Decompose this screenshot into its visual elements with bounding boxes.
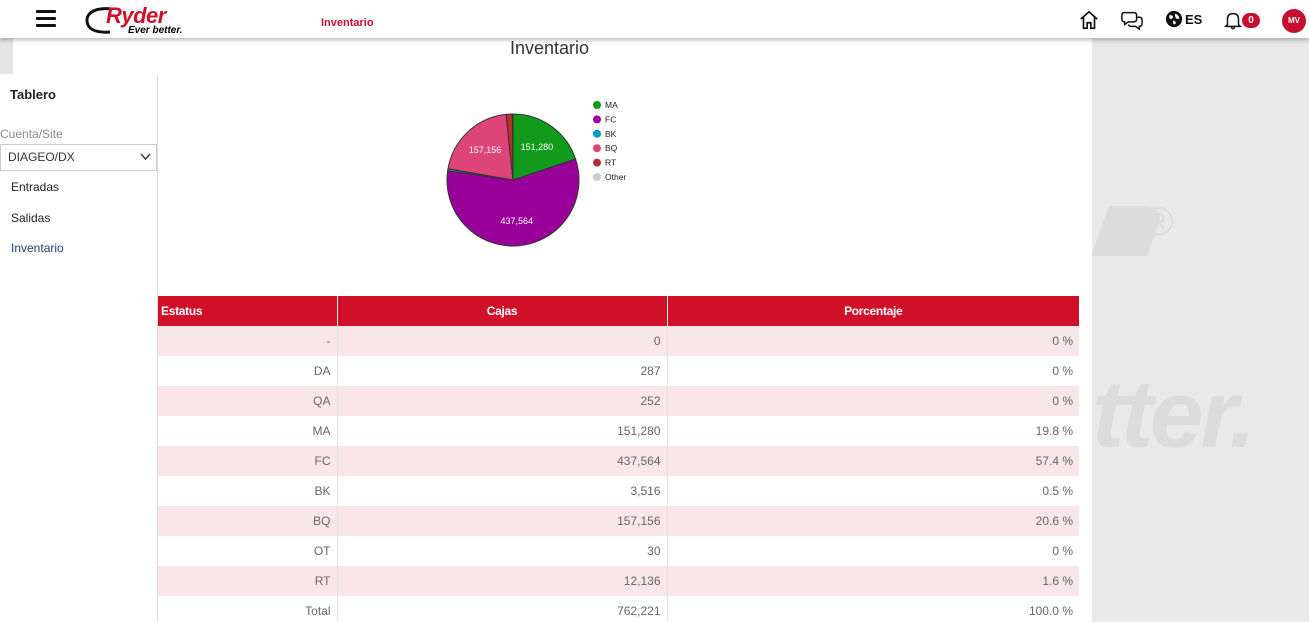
table-row: FC 437,564 57.4 % bbox=[158, 446, 1079, 476]
table-cell-status: OT bbox=[158, 536, 337, 566]
logo-brand: Ryder bbox=[106, 3, 166, 28]
logo-swoosh-icon bbox=[85, 7, 113, 34]
avatar[interactable]: MV bbox=[1282, 9, 1306, 33]
table-cell-status: MA bbox=[158, 416, 337, 446]
table-cell-pct: 19.8 % bbox=[666, 416, 1079, 446]
table-cell-status: DA bbox=[158, 356, 337, 386]
table-cell-cajas: 30 bbox=[336, 536, 667, 566]
table-cell-pct: 0 % bbox=[666, 326, 1079, 356]
table-row: RT 12,136 1.6 % bbox=[158, 566, 1079, 596]
table-header-row: Estatus Cajas Porcentaje bbox=[158, 296, 1079, 326]
account-select-value: DIAGEO/DX bbox=[8, 150, 75, 164]
sidebar-item-inventario[interactable]: Inventario bbox=[11, 241, 64, 255]
table-cell-cajas: 287 bbox=[336, 356, 667, 386]
ryder-logo[interactable]: Ryder Ever better. bbox=[82, 3, 202, 37]
watermark-registered: ® bbox=[1144, 200, 1174, 244]
legend-marker bbox=[593, 129, 601, 138]
sidebar-item-entradas[interactable]: Entradas bbox=[11, 180, 60, 194]
pie-data-label: 157,156 bbox=[469, 145, 502, 155]
table-cell-status: FC bbox=[158, 446, 337, 476]
bell-icon[interactable] bbox=[1222, 9, 1244, 31]
legend-label[interactable]: BQ bbox=[605, 143, 618, 153]
sidebar: Tablero Cuenta/Site DIAGEO/DX Entradas S… bbox=[0, 74, 158, 622]
chat-icon[interactable] bbox=[1120, 9, 1144, 31]
legend-marker bbox=[593, 173, 601, 181]
menu-icon[interactable] bbox=[36, 10, 56, 28]
notification-badge: 0 bbox=[1242, 13, 1260, 28]
legend-label[interactable]: MA bbox=[605, 100, 618, 110]
table-row: BK 3,516 0.5 % bbox=[158, 476, 1079, 506]
table-cell-cajas: 3,516 bbox=[336, 476, 667, 506]
pie-data-label: 437,564 bbox=[500, 216, 533, 226]
table-cell-cajas: 437,564 bbox=[336, 446, 667, 476]
table-cell-cajas: 252 bbox=[336, 386, 667, 416]
page-title: Inventario bbox=[510, 38, 590, 58]
table-cell-status: - bbox=[158, 326, 337, 356]
pie-data-label: 151,280 bbox=[521, 142, 554, 152]
account-select[interactable]: DIAGEO/DX bbox=[0, 144, 157, 171]
legend-marker bbox=[593, 101, 601, 109]
left-gutter bbox=[0, 38, 13, 74]
table-cell-status: Total bbox=[158, 596, 337, 622]
logo-tagline: Ever better. bbox=[128, 25, 183, 36]
table-cell-pct: 0.5 % bbox=[666, 476, 1079, 506]
sidebar-title: Tablero bbox=[10, 87, 56, 102]
table-row: BQ 157,156 20.6 % bbox=[158, 506, 1079, 536]
account-label: Cuenta/Site bbox=[0, 127, 63, 141]
col-header-estatus[interactable]: Estatus bbox=[158, 296, 337, 326]
table-cell-cajas: 157,156 bbox=[336, 506, 667, 536]
legend-label[interactable]: RT bbox=[605, 158, 616, 168]
table-cell-status: BK bbox=[158, 476, 337, 506]
table-cell-cajas: 0 bbox=[336, 326, 667, 356]
language-code: ES bbox=[1185, 11, 1203, 27]
language-selector[interactable]: ES bbox=[1165, 10, 1202, 28]
inventory-pie-chart: 151,280 437,564 157,156 MA FC BK BQ RT Other bbox=[446, 100, 626, 247]
pie-slice-fc[interactable] bbox=[446, 158, 580, 247]
sidebar-item-salidas[interactable]: Salidas bbox=[11, 211, 51, 225]
col-header-porcentaje[interactable]: Porcentaje bbox=[666, 296, 1079, 326]
watermark-text: tter. bbox=[1092, 361, 1256, 468]
table-cell-pct: 57.4 % bbox=[666, 446, 1079, 476]
legend-marker bbox=[593, 115, 601, 124]
header-title: Inventario bbox=[321, 17, 374, 29]
pie-slice-bq[interactable] bbox=[447, 113, 514, 181]
table-cell-status: QA bbox=[158, 386, 337, 416]
table-cell-status: RT bbox=[158, 566, 337, 596]
table-cell-cajas: 12,136 bbox=[336, 566, 667, 596]
pie-slice-ma[interactable] bbox=[512, 113, 577, 181]
brand-watermark-panel: ® tter. bbox=[1092, 38, 1309, 622]
table-cell-pct: 0 % bbox=[666, 386, 1079, 416]
table-cell-pct: 1.6 % bbox=[666, 566, 1079, 596]
top-header: Ryder Ever better. Inventario ES 0 MV bbox=[0, 0, 1309, 38]
col-header-cajas[interactable]: Cajas bbox=[336, 296, 667, 326]
legend-marker bbox=[593, 144, 601, 153]
home-icon[interactable] bbox=[1078, 9, 1100, 31]
table-row: DA 287 0 % bbox=[158, 356, 1079, 386]
globe-icon bbox=[1165, 10, 1183, 28]
legend-marker bbox=[593, 158, 601, 167]
table-row: QA 252 0 % bbox=[158, 386, 1079, 416]
table-cell-pct: 0 % bbox=[666, 356, 1079, 386]
table-cell-pct: 20.6 % bbox=[666, 506, 1079, 536]
chevron-down-icon bbox=[140, 153, 151, 161]
table-row: OT 30 0 % bbox=[158, 536, 1079, 566]
legend-label[interactable]: Other bbox=[605, 172, 626, 182]
table-cell-cajas: 762,221 bbox=[336, 596, 667, 622]
table-cell-status: BQ bbox=[158, 506, 337, 536]
table-cell-pct: 100.0 % bbox=[666, 596, 1079, 622]
table-cell-pct: 0 % bbox=[666, 536, 1079, 566]
table-row: Total 762,221 100.0 % bbox=[158, 596, 1079, 622]
legend-label[interactable]: BK bbox=[605, 129, 617, 139]
legend-label[interactable]: FC bbox=[605, 114, 616, 124]
table-row: MA 151,280 19.8 % bbox=[158, 416, 1079, 446]
table-cell-cajas: 151,280 bbox=[336, 416, 667, 446]
